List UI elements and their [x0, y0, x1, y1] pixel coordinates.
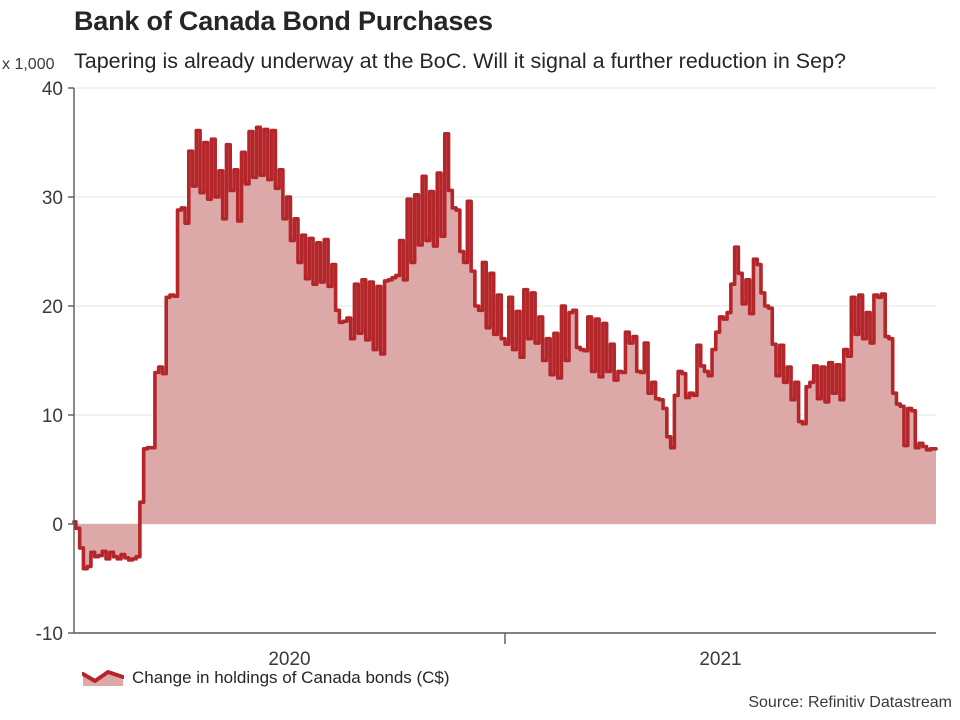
y-tick-label: 10 — [42, 406, 63, 427]
line-series — [72, 125, 938, 571]
legend-item-label: Change in holdings of Canada bonds (C$) — [132, 668, 450, 687]
series-line — [72, 125, 938, 571]
y-tick-label: 0 — [52, 515, 63, 536]
x-axis-tick-labels: 2020 2021 — [268, 649, 741, 670]
chart-subtitle: Tapering is already underway at the BoC.… — [74, 49, 847, 73]
y-tick-label: 30 — [42, 188, 63, 209]
axes — [68, 87, 936, 644]
y-tick-label: 20 — [42, 297, 63, 318]
x-tick-label: 2021 — [699, 649, 741, 670]
y-tick-label: -10 — [36, 624, 63, 645]
chart-legend: Change in holdings of Canada bonds (C$) — [82, 668, 450, 688]
legend-line-swatch — [82, 670, 124, 683]
source-note: Source: Refinitiv Datastream — [748, 694, 952, 711]
legend-swatch-icon — [82, 670, 124, 686]
y-axis-unit-label: x 1,000 — [2, 56, 55, 73]
y-axis-tick-labels: -10 0 10 20 30 40 — [36, 79, 63, 645]
x-tick-label: 2020 — [268, 649, 310, 670]
page-title: Bank of Canada Bond Purchases — [74, 6, 493, 36]
y-tick-label: 40 — [42, 79, 63, 100]
